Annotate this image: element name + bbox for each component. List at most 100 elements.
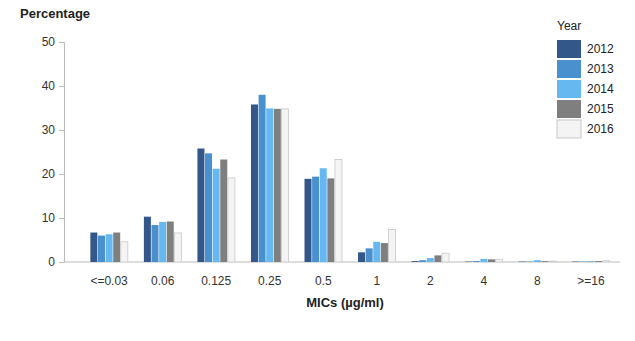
bar <box>473 261 480 262</box>
bar <box>281 109 288 262</box>
y-tick-label: 40 <box>42 79 56 93</box>
bar <box>526 261 533 262</box>
legend: Year 2012 2013 2014 2015 2016 <box>557 19 614 138</box>
bar <box>312 177 319 262</box>
x-tick: <=0.03 <box>90 274 128 288</box>
y-tick-label: 50 <box>42 35 56 49</box>
x-tick: 4 <box>480 274 487 288</box>
x-tick: 2 <box>427 274 434 288</box>
bar <box>603 261 610 262</box>
x-tick: 0.25 <box>258 274 282 288</box>
y-axis-title: Percentage <box>20 6 90 21</box>
x-tick: 1 <box>373 274 380 288</box>
bar <box>159 222 166 262</box>
y-axis: 0 10 20 30 40 50 <box>42 35 65 269</box>
bar <box>266 108 273 262</box>
bar <box>366 248 373 262</box>
x-tick-label: 0.25 <box>258 274 282 288</box>
y-tick-label: 30 <box>42 123 56 137</box>
bar <box>534 260 541 262</box>
x-axis-title: MICs (µg/ml) <box>306 295 384 310</box>
bar <box>587 261 594 262</box>
bar <box>427 258 434 262</box>
legend-label: 2015 <box>587 102 614 116</box>
bar <box>320 168 327 262</box>
bar <box>106 234 113 262</box>
x-tick-label: 4 <box>480 274 487 288</box>
legend-label: 2012 <box>587 42 614 56</box>
bar <box>98 236 105 262</box>
chart: 0 10 20 30 40 50 <=0.03 0.06 0.125 0.25 0.5 1 2 4 8 >=1… <box>0 0 635 341</box>
y-tick-mark <box>59 218 64 219</box>
bar <box>419 260 426 262</box>
legend-swatch <box>557 60 581 78</box>
y-tick-label: 20 <box>42 167 56 181</box>
x-tick-label: <=0.03 <box>90 274 128 288</box>
bar <box>549 261 556 262</box>
bar <box>327 178 334 262</box>
bar <box>541 261 548 262</box>
legend-swatch <box>557 120 581 138</box>
x-tick: 0.5 <box>315 274 332 288</box>
x-tick-label: 8 <box>534 274 541 288</box>
bar <box>488 259 495 262</box>
bar <box>442 253 449 262</box>
legend-swatch <box>557 100 581 118</box>
bar <box>121 242 128 262</box>
x-tick-label: 1 <box>373 274 380 288</box>
bar <box>274 109 281 262</box>
legend-label: 2013 <box>587 62 614 76</box>
bar <box>434 255 441 262</box>
y-tick: 0 <box>48 255 64 269</box>
legend-title: Year <box>557 19 581 33</box>
bar <box>174 233 181 262</box>
x-tick-label: 0.125 <box>201 274 231 288</box>
bar <box>572 261 579 262</box>
bar <box>580 261 587 262</box>
bars <box>90 95 609 262</box>
x-tick: >=16 <box>577 274 605 288</box>
x-axis: <=0.03 0.06 0.125 0.25 0.5 1 2 4 8 >=16 <box>64 262 620 288</box>
y-tick-mark <box>59 130 64 131</box>
bar <box>412 261 419 262</box>
y-tick: 30 <box>42 123 64 137</box>
bar <box>496 259 503 262</box>
y-tick-mark <box>59 42 64 43</box>
bar <box>388 229 395 262</box>
bar <box>381 243 388 262</box>
bar <box>213 169 220 262</box>
y-tick: 10 <box>42 211 64 225</box>
y-tick-label: 10 <box>42 211 56 225</box>
legend-label: 2016 <box>587 122 614 136</box>
bar <box>251 104 258 262</box>
x-tick-label: 0.5 <box>315 274 332 288</box>
bar <box>480 259 487 262</box>
x-tick: 0.125 <box>201 274 231 288</box>
bar <box>228 178 235 262</box>
bar <box>167 222 174 262</box>
bar <box>358 252 365 262</box>
legend-swatch <box>557 80 581 98</box>
bar <box>595 261 602 262</box>
y-tick: 40 <box>42 79 64 93</box>
bar <box>90 233 97 262</box>
x-tick-label: 2 <box>427 274 434 288</box>
bar <box>197 148 204 262</box>
bar <box>220 159 227 262</box>
legend-label: 2014 <box>587 82 614 96</box>
x-tick-label: 0.06 <box>151 274 175 288</box>
y-axis-line <box>59 43 65 263</box>
y-tick: 20 <box>42 167 64 181</box>
bar <box>152 225 159 262</box>
y-tick-mark <box>59 262 64 263</box>
bar <box>335 159 342 262</box>
y-tick-mark <box>59 86 64 87</box>
y-tick-label: 0 <box>48 255 55 269</box>
x-tick: 0.06 <box>151 274 175 288</box>
bar <box>113 233 120 262</box>
legend-swatch <box>557 40 581 58</box>
bar <box>144 217 151 262</box>
y-tick-mark <box>59 174 64 175</box>
bar <box>205 153 212 262</box>
x-tick-label: >=16 <box>577 274 605 288</box>
